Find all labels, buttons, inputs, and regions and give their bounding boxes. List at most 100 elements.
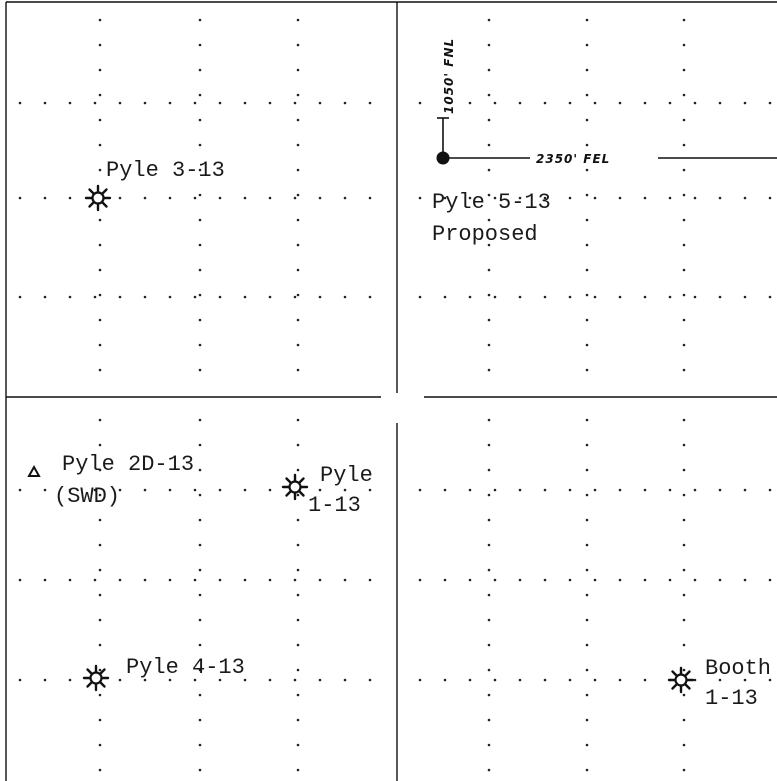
grid-dot	[296, 368, 300, 372]
grid-dot	[487, 268, 491, 272]
grid-dot	[585, 343, 589, 347]
grid-dot	[668, 295, 672, 299]
well-label-pyle-3-13: Pyle 3-13	[106, 158, 225, 183]
grid-dot	[143, 295, 147, 299]
grid-dot	[618, 678, 622, 682]
grid-dot	[296, 118, 300, 122]
grid-dot	[487, 143, 491, 147]
grid-dot	[585, 318, 589, 322]
grid-dot	[143, 488, 147, 492]
grid-dot	[98, 668, 102, 672]
grid-dot	[198, 418, 202, 422]
grid-dot	[198, 518, 202, 522]
grid-dot	[585, 193, 589, 197]
grid-dot	[668, 101, 672, 105]
well-label-pyle: Pyle	[320, 463, 373, 488]
grid-dot	[43, 488, 47, 492]
grid-dot	[682, 43, 686, 47]
grid-dot	[487, 568, 491, 572]
grid-dot	[493, 101, 497, 105]
grid-dot	[168, 196, 172, 200]
grid-dot	[593, 678, 597, 682]
grid-dot	[682, 193, 686, 197]
grid-dot	[218, 578, 222, 582]
grid-dot	[585, 693, 589, 697]
grid-dot	[682, 418, 686, 422]
grid-dot	[468, 578, 472, 582]
grid-dot	[682, 518, 686, 522]
grid-dot	[98, 418, 102, 422]
grid-dot	[743, 678, 747, 682]
grid-dot	[543, 488, 547, 492]
grid-dot	[468, 196, 472, 200]
grid-dot	[43, 678, 47, 682]
well-label-pyle-5-13: Pyle 5-13	[432, 190, 551, 215]
well-pyle-3-13: Pyle 3-13	[84, 158, 225, 212]
grid-dot	[98, 293, 102, 297]
well-pyle-4-13: Pyle 4-13	[82, 655, 245, 692]
grid-dot	[618, 488, 622, 492]
grid-dot	[198, 618, 202, 622]
grid-dot	[268, 196, 272, 200]
grid-dot	[93, 295, 97, 299]
grid-dot	[118, 678, 122, 682]
grid-dot	[585, 43, 589, 47]
grid-dot	[487, 418, 491, 422]
grid-dot	[643, 678, 647, 682]
grid-dot	[493, 678, 497, 682]
grid-dot	[296, 668, 300, 672]
grid-dot	[487, 93, 491, 97]
grid-dot	[643, 488, 647, 492]
grid-dot	[493, 295, 497, 299]
grid-dot	[296, 418, 300, 422]
grid-dot	[318, 196, 322, 200]
grid-dot	[296, 68, 300, 72]
grid-dot	[585, 143, 589, 147]
grid-dot	[682, 218, 686, 222]
grid-dot	[543, 196, 547, 200]
grid-dot	[668, 488, 672, 492]
grid-dot	[118, 101, 122, 105]
grid-dot	[682, 243, 686, 247]
grid-dot	[98, 118, 102, 122]
grid-dot	[318, 678, 322, 682]
grid-dot	[198, 118, 202, 122]
fel-label-background	[530, 150, 658, 166]
grid-dot	[118, 578, 122, 582]
grid-dot	[468, 101, 472, 105]
grid-dot	[98, 493, 102, 497]
grid-dot	[568, 101, 572, 105]
grid-dot	[198, 193, 202, 197]
grid-dot	[296, 593, 300, 597]
grid-dot	[43, 578, 47, 582]
grid-dot	[43, 295, 47, 299]
grid-dot	[98, 618, 102, 622]
grid-dot	[198, 493, 202, 497]
grid-dot	[543, 101, 547, 105]
grid-dot	[585, 493, 589, 497]
grid-dot	[585, 243, 589, 247]
producing-well-symbol-icon	[281, 473, 309, 501]
grid-dot	[293, 295, 297, 299]
grid-dot	[468, 678, 472, 682]
grid-dot	[487, 118, 491, 122]
grid-dot	[682, 718, 686, 722]
grid-dot	[487, 493, 491, 497]
grid-dot	[143, 101, 147, 105]
grid-dot	[18, 101, 22, 105]
grid-dot	[487, 343, 491, 347]
grid-dot	[198, 743, 202, 747]
grid-dot	[198, 43, 202, 47]
grid-dot	[585, 668, 589, 672]
grid-dot	[268, 678, 272, 682]
grid-dot	[98, 318, 102, 322]
grid-dot	[693, 196, 697, 200]
grid-dot	[518, 678, 522, 682]
grid-dot	[682, 343, 686, 347]
grid-dot	[198, 668, 202, 672]
grid-dot	[718, 678, 722, 682]
dimension-lines: 2350' FEL 1050' FNL	[437, 20, 777, 166]
grid-dot	[418, 678, 422, 682]
grid-dot	[68, 488, 72, 492]
grid-dot	[296, 43, 300, 47]
